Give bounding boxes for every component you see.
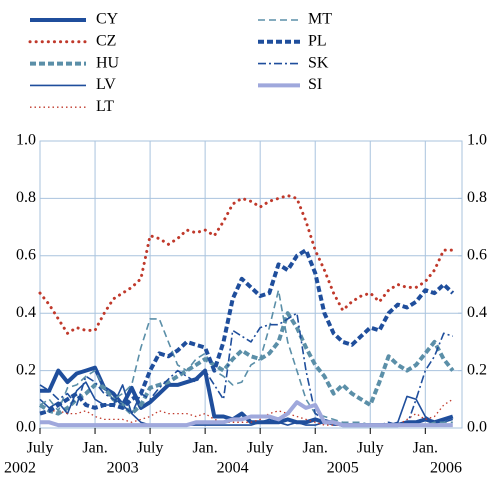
series-line — [38, 311, 455, 416]
x-tick-label: July — [357, 440, 384, 457]
y2-tick-label: 1.0 — [467, 132, 487, 149]
y-tick-label: 0.8 — [16, 189, 36, 206]
legend-label: LV — [96, 76, 116, 93]
legend-label: CY — [96, 11, 119, 28]
legend-label: PL — [308, 32, 327, 49]
series-line — [38, 194, 455, 335]
x-tick-label: Jan. — [82, 440, 107, 457]
series-line — [39, 312, 454, 426]
y2-tick-label: 0.6 — [467, 246, 487, 263]
y2-tick-label: 0.4 — [467, 304, 487, 321]
x-year-label: 2003 — [107, 460, 139, 477]
x-tick-label: Jan. — [413, 440, 438, 457]
x-year-label: 2005 — [327, 460, 359, 477]
x-tick-label: Jan. — [192, 440, 217, 457]
legend-label: SK — [308, 54, 329, 71]
series-line — [40, 400, 453, 428]
legend-label: HU — [96, 54, 120, 71]
series-line — [39, 289, 453, 426]
y-tick-label: 0.2 — [16, 361, 36, 378]
x-tick-label: July — [247, 440, 274, 457]
x-year-label: 2004 — [217, 460, 249, 477]
legend-label: LT — [96, 98, 114, 115]
y2-tick-label: 0.8 — [467, 189, 487, 206]
y2-tick-label: 0.0 — [467, 419, 487, 436]
legend-label: CZ — [96, 32, 116, 49]
y2-tick-label: 0.2 — [467, 361, 487, 378]
series-line — [39, 398, 454, 426]
y-tick-label: 0.6 — [16, 246, 36, 263]
y-tick-label: 0.4 — [16, 304, 36, 321]
legend-label: SI — [308, 76, 322, 93]
legend-label: MT — [308, 11, 332, 28]
y-tick-label: 1.0 — [16, 132, 36, 149]
x-tick-label: July — [137, 440, 164, 457]
x-year-label: 2002 — [4, 460, 36, 477]
y-tick-label: 0.0 — [16, 419, 36, 436]
x-tick-label: July — [27, 440, 54, 457]
x-year-label: 2006 — [430, 460, 462, 477]
x-tick-label: Jan. — [303, 440, 328, 457]
